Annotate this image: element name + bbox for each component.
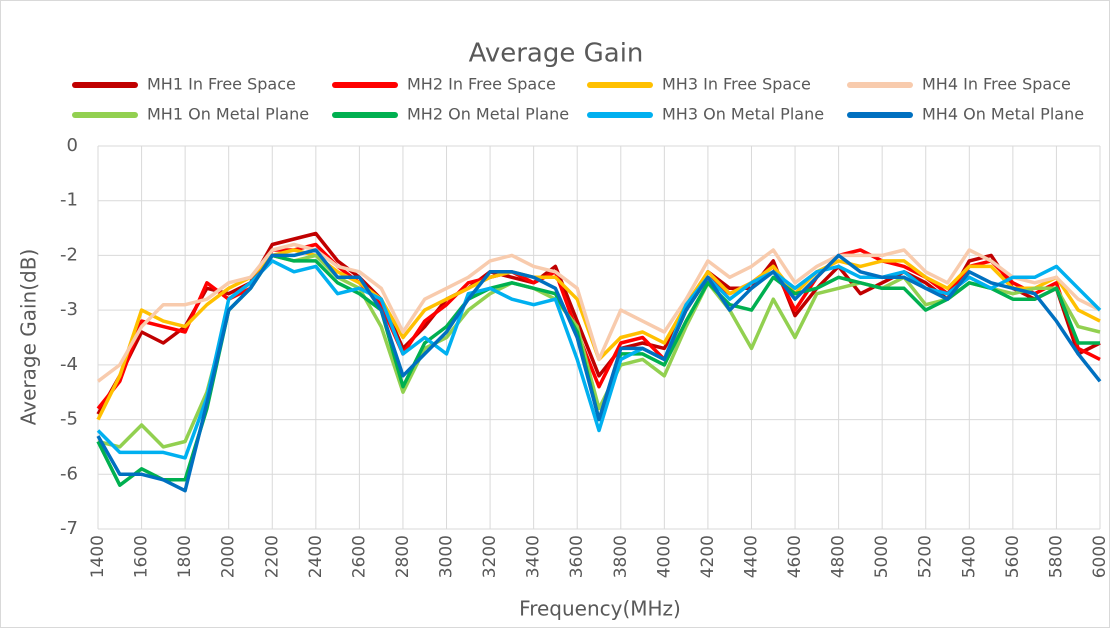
- y-tick-label: -1: [60, 190, 78, 211]
- x-tick-label: 4600: [785, 535, 805, 578]
- legend-label: MH2 On Metal Plane: [407, 105, 569, 124]
- legend-label: MH1 In Free Space: [147, 75, 296, 94]
- y-tick-label: 0: [67, 135, 78, 156]
- x-tick-label: 2000: [219, 535, 239, 578]
- y-tick-label: -2: [60, 244, 78, 265]
- x-tick-label: 3400: [524, 535, 544, 578]
- x-tick-label: 1800: [175, 535, 195, 578]
- x-tick-label: 3800: [611, 535, 631, 578]
- series-line: [96, 242, 1101, 383]
- legend-label: MH3 In Free Space: [662, 75, 811, 94]
- x-tick-label: 5600: [1003, 535, 1023, 578]
- x-tick-label: 5400: [959, 535, 979, 578]
- y-tick-label: -6: [60, 463, 78, 484]
- legend-label: MH3 On Metal Plane: [662, 105, 824, 124]
- y-tick-label: -3: [60, 299, 78, 320]
- x-tick-label: 5800: [1046, 535, 1066, 578]
- legend-label: MH4 In Free Space: [922, 75, 1071, 94]
- x-tick-label: 5000: [872, 535, 892, 578]
- y-tick-label: -7: [60, 518, 78, 539]
- legend-label: MH1 On Metal Plane: [147, 105, 309, 124]
- x-tick-label: 2400: [306, 535, 326, 578]
- y-axis-title: Average Gain(dB): [17, 249, 41, 426]
- x-tick-label: 2600: [349, 535, 369, 578]
- x-tick-label: 4800: [829, 535, 849, 578]
- y-tick-label: -5: [60, 409, 78, 430]
- x-tick-label: 2800: [393, 535, 413, 578]
- x-tick-label: 4200: [698, 535, 718, 578]
- legend-label: MH2 In Free Space: [407, 75, 556, 94]
- series-line: [96, 248, 1102, 493]
- x-tick-label: 3200: [480, 535, 500, 578]
- x-tick-label: 1600: [132, 535, 152, 578]
- x-tick-label: 4000: [654, 535, 674, 578]
- x-tick-label: 6000: [1090, 535, 1110, 578]
- x-tick-label: 1400: [88, 535, 108, 578]
- legend-label: MH4 On Metal Plane: [922, 105, 1084, 124]
- x-tick-label: 4400: [741, 535, 761, 578]
- x-tick-label: 5200: [916, 535, 936, 578]
- x-tick-label: 2200: [262, 535, 282, 578]
- x-tick-label: 3000: [437, 535, 457, 578]
- x-axis-title: Frequency(MHz): [519, 597, 681, 621]
- chart-title: Average Gain: [469, 39, 644, 69]
- x-tick-label: 3600: [567, 535, 587, 578]
- y-tick-label: -4: [60, 354, 78, 375]
